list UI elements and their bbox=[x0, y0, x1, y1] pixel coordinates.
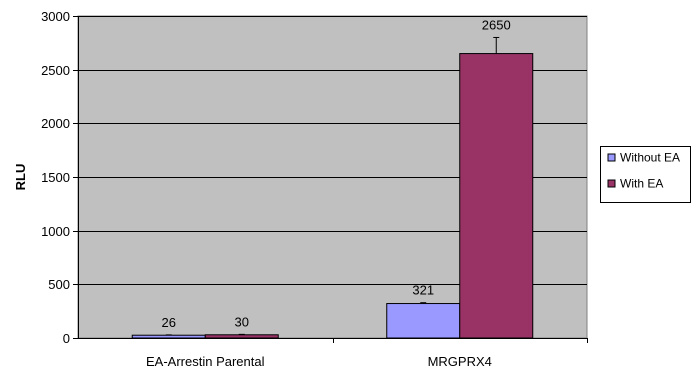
bar bbox=[204, 334, 279, 339]
y-tick-label: 2500 bbox=[41, 63, 70, 78]
y-tick-label: 2000 bbox=[41, 116, 70, 131]
legend-label: With EA bbox=[620, 177, 663, 191]
y-axis-ticks: 0 500 1000 1500 2000 2500 3000 bbox=[41, 9, 78, 346]
category-labels: EA-Arrestin Parental MRGPRX4 bbox=[146, 338, 588, 369]
data-label: 26 bbox=[162, 315, 176, 330]
bars bbox=[131, 36, 534, 339]
y-tick-label: 1500 bbox=[41, 170, 70, 185]
legend-swatch bbox=[607, 179, 616, 188]
data-label: 2650 bbox=[482, 17, 511, 32]
y-axis-label: RLU bbox=[13, 164, 28, 191]
legend: Without EA With EA bbox=[600, 146, 691, 203]
category-label: MRGPRX4 bbox=[428, 354, 492, 369]
bar bbox=[131, 334, 206, 339]
y-tick-label: 3000 bbox=[41, 9, 70, 24]
bar bbox=[459, 53, 534, 339]
y-tick-label: 500 bbox=[48, 277, 70, 292]
legend-swatch bbox=[607, 153, 616, 162]
y-tick-label: 0 bbox=[63, 331, 70, 346]
y-tick-label: 1000 bbox=[41, 224, 70, 239]
data-label: 30 bbox=[235, 314, 249, 329]
data-label: 321 bbox=[412, 283, 434, 298]
legend-label: Without EA bbox=[620, 151, 680, 165]
category-label: EA-Arrestin Parental bbox=[146, 354, 265, 369]
data-labels: 26 30 321 2650 bbox=[162, 17, 511, 329]
bar bbox=[386, 303, 461, 339]
